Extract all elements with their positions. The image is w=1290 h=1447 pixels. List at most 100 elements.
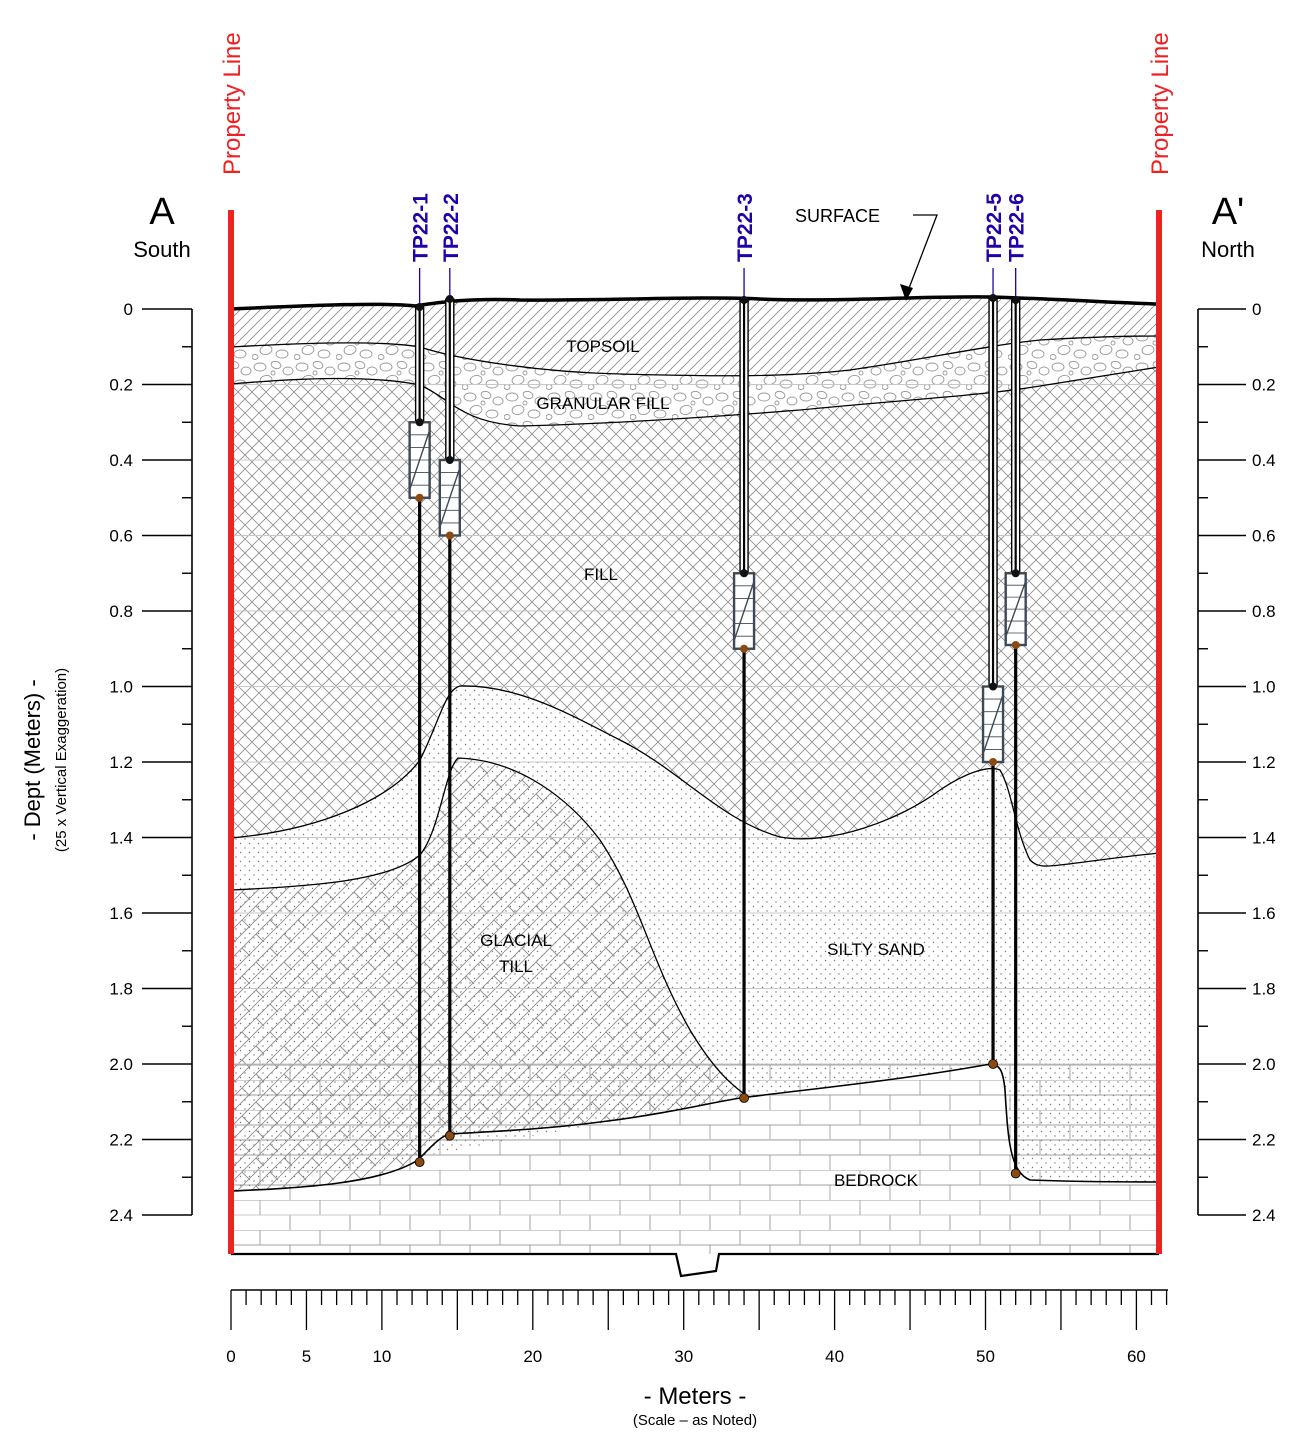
right-depth-tick-label: 1.4 — [1252, 829, 1276, 848]
right-depth-tick-label: 0.2 — [1252, 376, 1276, 395]
layer-label-bedrock: BEDROCK — [834, 1171, 919, 1190]
property-line-left-label: Property Line — [219, 32, 246, 175]
x-tick-label: 5 — [302, 1347, 311, 1366]
topsoil-base-line — [230, 335, 1160, 377]
x-tick-label: 60 — [1127, 1347, 1146, 1366]
left-depth-tick-label: 1.2 — [109, 753, 133, 772]
x-tick-label: 20 — [523, 1347, 542, 1366]
x-axis-subtitle: (Scale – as Noted) — [633, 1412, 757, 1429]
test-pit-tp22-2: TP22-2 — [438, 193, 463, 1141]
test-pit-tp22-1: TP22-1 — [408, 193, 433, 1168]
test-pit-label: TP22-2 — [440, 193, 463, 262]
right-depth-tick-label: 0.6 — [1252, 527, 1276, 546]
test-pit-top-marker — [1011, 296, 1020, 304]
section-start-direction: South — [133, 237, 191, 262]
right-depth-tick-label: 1.6 — [1252, 904, 1276, 923]
ground-surface-line — [230, 295, 1160, 311]
right-depth-tick-label: 0.8 — [1252, 602, 1276, 621]
test-pit-screen-top-marker — [445, 456, 454, 464]
left-depth-tick-label: 1.0 — [109, 678, 133, 697]
surface-leader — [905, 214, 938, 297]
x-tick-label: 40 — [825, 1347, 844, 1366]
test-pit-tp22-5: TP22-5 — [981, 193, 1006, 1069]
right-depth-tick-label: 2.4 — [1252, 1206, 1276, 1225]
x-tick-label: 30 — [674, 1347, 693, 1366]
left-depth-tick-label: 2.4 — [109, 1206, 133, 1225]
test-pit-screen-top-marker — [1011, 569, 1020, 578]
test-pit-top-marker — [989, 294, 998, 302]
surface-arrowhead — [900, 284, 913, 301]
layer-label-glacial-till-line2: TILL — [499, 957, 533, 976]
test-pit-label: TP22-3 — [734, 193, 757, 262]
test-pit-screen-bottom-marker — [415, 493, 424, 502]
right-depth-tick-label: 2.2 — [1252, 1131, 1276, 1150]
right-depth-tick-label: 1.2 — [1252, 753, 1276, 772]
fill-base-line — [230, 685, 1160, 867]
layer-fill-topsoil — [231, 296, 1159, 376]
left-depth-tick-label: 1.6 — [109, 904, 133, 923]
test-pits: TP22-1 TP22-2 TP22-3 TP22-5 TP22-6 — [408, 193, 1029, 1179]
right-depth-tick-label: 1.8 — [1252, 980, 1276, 999]
test-pit-screen-diagonal — [1005, 581, 1027, 638]
soil-layers — [231, 296, 1159, 1254]
right-depth-tick-label: 0 — [1252, 300, 1261, 319]
test-pit-label: TP22-5 — [983, 193, 1006, 262]
test-pit-screen-top-marker — [989, 682, 998, 691]
test-pit-tp22-6: TP22-6 — [1004, 193, 1029, 1179]
test-pit-top-marker — [445, 295, 454, 303]
surface-label: SURFACE — [795, 206, 880, 226]
test-pit-label: TP22-6 — [1006, 193, 1029, 262]
left-depth-tick-label: 0.8 — [109, 602, 133, 621]
x-axis-title: - Meters - — [644, 1383, 747, 1410]
test-pit-screen-top-marker — [415, 418, 424, 427]
test-pit-top-marker — [415, 303, 424, 311]
test-pit-tp22-3: TP22-3 — [732, 193, 757, 1103]
test-pit-screen-bottom-marker — [445, 531, 454, 540]
test-pit-screen-diagonal — [439, 467, 461, 528]
layer-label-granular-fill: GRANULAR FILL — [536, 394, 669, 413]
layer-fill-bedrock-lower — [231, 1212, 1159, 1254]
y-axis-title: - Dept (Meters) - — [20, 679, 45, 840]
section-end-direction: North — [1201, 237, 1255, 262]
axes: 0 0 0.2 0.2 0.4 0.4 0.6 0.6 0.8 0.8 1.0 1.0 1.2 1.2 1.… — [109, 300, 1275, 1366]
left-depth-tick-label: 2.2 — [109, 1131, 133, 1150]
test-pit-screen-top-marker — [740, 569, 749, 578]
left-depth-tick-label: 2.0 — [109, 1055, 133, 1074]
left-depth-tick-label: 1.4 — [109, 829, 133, 848]
left-depth-tick-label: 0.6 — [109, 527, 133, 546]
test-pit-bottom-marker — [444, 1130, 455, 1141]
test-pit-screen-diagonal — [982, 694, 1004, 755]
test-pit-bottom-marker — [988, 1059, 998, 1069]
test-pit-top-marker — [740, 296, 749, 304]
test-pit-screen-diagonal — [408, 430, 431, 490]
left-depth-tick-label: 0.4 — [109, 451, 133, 470]
granular-fill-base-line — [230, 366, 1160, 427]
left-depth-tick-label: 0 — [124, 300, 133, 319]
test-pit-bottom-marker — [1010, 1168, 1021, 1179]
layer-label-topsoil: TOPSOIL — [566, 337, 639, 356]
section-end-letter: A' — [1212, 191, 1245, 233]
layer-label-silty-sand: SILTY SAND — [827, 940, 925, 959]
layer-fill-fill — [231, 367, 1159, 867]
layer-fill-glacial-till — [231, 758, 748, 1191]
y-axis-subtitle: (25 x Vertical Exaggeration) — [53, 668, 70, 852]
right-depth-tick-label: 0.4 — [1252, 451, 1276, 470]
left-depth-tick-label: 0.2 — [109, 376, 133, 395]
right-depth-tick-label: 2.0 — [1252, 1055, 1276, 1074]
section-break-line — [231, 1252, 1159, 1278]
depth-gridlines — [231, 384, 1159, 1216]
layer-label-glacial-till-line1: GLACIAL — [480, 931, 552, 950]
right-depth-tick-label: 1.0 — [1252, 678, 1276, 697]
section-start-letter: A — [149, 191, 175, 233]
test-pit-screen-bottom-marker — [989, 758, 998, 766]
left-depth-tick-label: 1.8 — [109, 980, 133, 999]
test-pit-label: TP22-1 — [410, 193, 433, 262]
layer-fill-granular-fill — [231, 336, 1159, 426]
test-pit-screen-bottom-marker — [1011, 640, 1020, 649]
property-line-right-label: Property Line — [1147, 32, 1174, 175]
test-pit-bottom-marker — [414, 1157, 425, 1168]
glacial-till-top-line — [230, 757, 749, 1098]
test-pit-screen-bottom-marker — [740, 644, 749, 653]
test-pit-screen-diagonal — [733, 581, 755, 641]
